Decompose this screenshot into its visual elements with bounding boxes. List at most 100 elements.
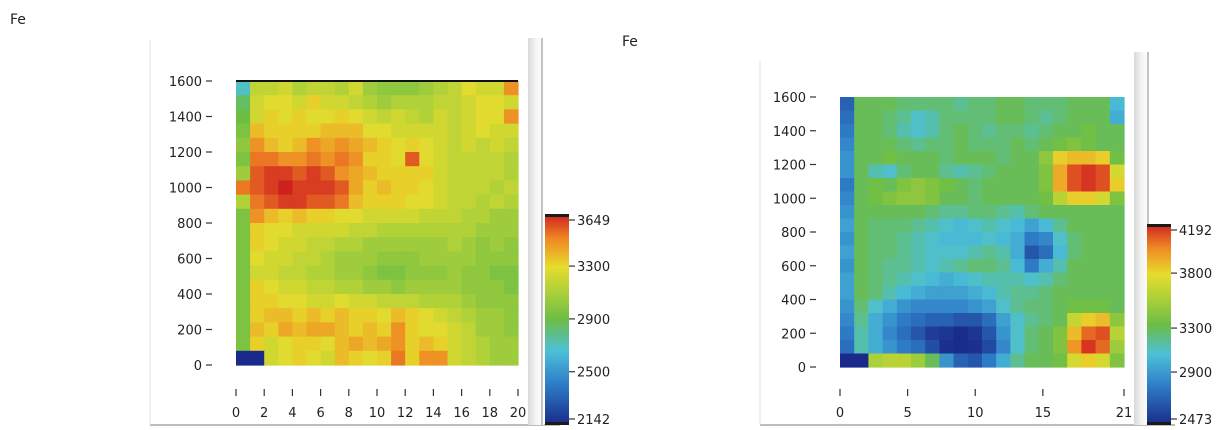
heatmap-cell (349, 294, 364, 309)
heatmap-cell (335, 180, 350, 195)
heatmap-cell (982, 300, 997, 314)
heatmap-cell (264, 322, 279, 337)
heatmap-cell (391, 138, 406, 153)
heatmap-cell (968, 354, 983, 368)
heatmap-cell (335, 251, 350, 266)
heatmap-cell (462, 251, 477, 266)
heatmap-cell (476, 180, 491, 195)
heatmap-cell (1039, 124, 1054, 138)
heatmap-cell (433, 195, 448, 210)
heatmap-cell (405, 337, 420, 352)
heatmap-cell (236, 124, 251, 139)
heatmap-cell (433, 223, 448, 238)
heatmap-cell (1096, 97, 1111, 111)
heatmap-cell (868, 354, 883, 368)
heatmap-cell (939, 313, 954, 327)
heatmap-cell (1053, 246, 1068, 260)
heatmap-cell (840, 151, 855, 165)
heatmap-cell (925, 111, 940, 125)
heatmap-cell (968, 327, 983, 341)
heatmap-cell (264, 351, 279, 366)
heatmap-cell (954, 286, 969, 300)
heatmap-cell (1096, 327, 1111, 341)
heatmap-cell (335, 209, 350, 224)
heatmap-cell (968, 138, 983, 152)
heatmap-cell (868, 219, 883, 233)
colorbar-label: 2500 (577, 366, 610, 381)
heatmap-cell (982, 259, 997, 273)
heatmap-cell (335, 266, 350, 281)
heatmap-cell (433, 351, 448, 366)
heatmap-cell (490, 322, 505, 337)
heatmap-cell (883, 259, 898, 273)
colorbar-label: 2473 (1179, 413, 1212, 428)
heatmap-cell (840, 246, 855, 260)
heatmap-cell (1110, 219, 1125, 233)
heatmap-cell (236, 81, 251, 96)
heatmap-cell (236, 95, 251, 110)
heatmap-cell (925, 259, 940, 273)
heatmap-cell (1053, 286, 1068, 300)
heatmap-cell (405, 251, 420, 266)
heatmap-cell (476, 81, 491, 96)
heatmap-cell (968, 273, 983, 287)
heatmap-cell (448, 308, 463, 323)
heatmap-cell (1025, 327, 1040, 341)
heatmap-cell (278, 351, 293, 366)
colorbar-label: 3300 (577, 260, 610, 275)
heatmap-cell (349, 322, 364, 337)
heatmap-cell (897, 205, 912, 219)
heatmap-cells (840, 97, 1125, 368)
heatmap-cell (939, 286, 954, 300)
heatmap-cell (868, 232, 883, 246)
heatmap-cell (854, 354, 869, 368)
heatmap-cell (490, 109, 505, 124)
heatmap-cell (490, 266, 505, 281)
heatmap-cell (925, 286, 940, 300)
heatmap-cell (939, 246, 954, 260)
heatmap-cell (939, 124, 954, 138)
heatmap-cell (504, 195, 519, 210)
heatmap-cell (504, 152, 519, 167)
heatmap-cell (419, 223, 434, 238)
heatmap-cell (854, 138, 869, 152)
colorbar-min-marker (545, 422, 569, 425)
heatmap-cell (1067, 151, 1082, 165)
heatmap-cell (1110, 313, 1125, 327)
heatmap-cell (1039, 192, 1054, 206)
heatmap-cell (278, 251, 293, 266)
heatmap-cell (292, 351, 307, 366)
heatmap-cell (897, 246, 912, 260)
heatmap-cell (462, 138, 477, 153)
heatmap-cell (307, 280, 322, 295)
heatmap-cell (868, 259, 883, 273)
heatmap-cell (868, 205, 883, 219)
heatmap-cell (1053, 259, 1068, 273)
heatmap-cell (1067, 246, 1082, 260)
heatmap-cell (377, 152, 392, 167)
heatmap-cell (476, 337, 491, 352)
heatmap-cell (1025, 151, 1040, 165)
heatmap-cell (462, 294, 477, 309)
heatmap-cell (433, 81, 448, 96)
heatmap-cell (911, 340, 926, 354)
heatmap-cell (292, 322, 307, 337)
heatmap-cell (1025, 313, 1040, 327)
heatmap-cell (925, 246, 940, 260)
heatmap-cell (982, 232, 997, 246)
heatmap-cell (433, 124, 448, 139)
heatmap-cell (1081, 300, 1096, 314)
heatmap-cell (925, 124, 940, 138)
heatmap-cell (939, 192, 954, 206)
heatmap-cell (996, 151, 1011, 165)
heatmap-cell (939, 340, 954, 354)
heatmap-cell (363, 124, 378, 139)
heatmap-cell (236, 294, 251, 309)
heatmap-cell (448, 138, 463, 153)
heatmap-cell (433, 152, 448, 167)
y-tick-label: 1600 (773, 91, 806, 106)
heatmap-cell (939, 97, 954, 111)
heatmap-cell (264, 337, 279, 352)
heatmap-cell (349, 337, 364, 352)
heatmap-cell (897, 124, 912, 138)
